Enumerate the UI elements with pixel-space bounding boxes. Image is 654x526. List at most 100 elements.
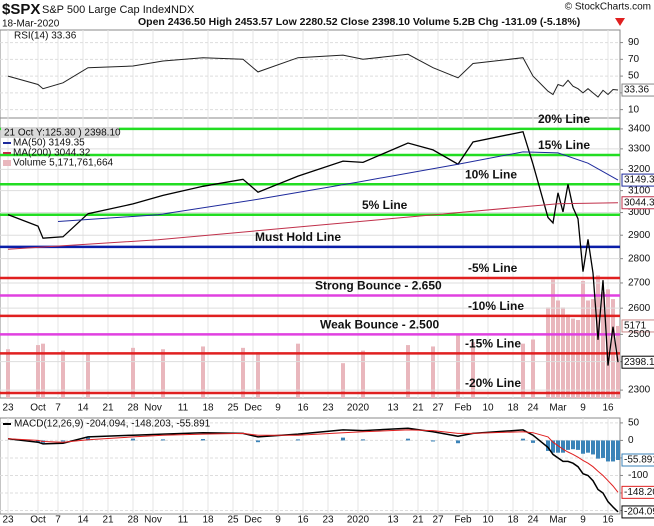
x-tick-label: 21 <box>412 403 424 414</box>
x-tick-label: Mar <box>549 515 567 526</box>
x-tick-label: 27 <box>432 403 444 414</box>
index-title: S&P 500 Large Cap Index <box>42 4 170 16</box>
y-tick-label: 3400 <box>628 124 651 135</box>
volume-bar <box>406 345 410 398</box>
x-tick-label: 9 <box>275 515 281 526</box>
last-value-label: -148.203 <box>624 487 654 498</box>
y-tick-label: 2600 <box>628 303 651 314</box>
volume-bar <box>431 346 435 398</box>
volume-bar <box>241 347 245 398</box>
macd-line <box>7 427 619 513</box>
x-tick-label: 21 <box>102 515 114 526</box>
level-label: 15% Line <box>538 138 590 152</box>
y-tick-label: 2500 <box>628 329 651 340</box>
last-value-label: -55.891 <box>624 455 654 466</box>
level-label: -5% Line <box>468 261 518 275</box>
x-tick-label: 13 <box>387 515 399 526</box>
volume-bar <box>6 349 10 398</box>
volume-bar <box>611 299 615 398</box>
x-tick-label: 10 <box>482 515 494 526</box>
level-label: 20% Line <box>538 112 590 126</box>
macd-histogram-bar <box>341 437 345 441</box>
rsi-title: RSI(14) 33.36 <box>14 31 77 42</box>
x-tick-label: 2020 <box>347 515 370 526</box>
volume-bar <box>341 363 345 398</box>
last-value-label: -204.094 <box>624 507 654 518</box>
last-value-box <box>621 173 654 187</box>
last-value-box <box>621 83 654 97</box>
x-tick-label: 9 <box>580 515 586 526</box>
level-label: -15% Line <box>465 337 521 351</box>
x-tick-label: 11 <box>178 515 189 526</box>
volume-bar <box>581 280 585 398</box>
y-tick-label: 3000 <box>628 207 651 218</box>
x-tick-label: 28 <box>127 515 139 526</box>
rsi-line <box>7 53 619 98</box>
last-value-box <box>621 355 654 369</box>
volume-bar <box>551 279 555 398</box>
x-tick-label: 7 <box>55 515 61 526</box>
volume-bar <box>456 335 460 398</box>
macd-histogram-bar <box>601 440 605 458</box>
volume-bar <box>556 300 560 398</box>
macd-histogram-bar <box>546 440 550 451</box>
x-tick-label: 7 <box>55 403 61 414</box>
volume-bar <box>86 352 90 398</box>
level-label: Strong Bounce - 2.650 <box>315 279 442 293</box>
x-tick-label: 14 <box>77 515 89 526</box>
x-tick-label: 9 <box>580 403 586 414</box>
volume-bar <box>591 299 595 398</box>
last-value-label: 3044.32 <box>624 197 654 208</box>
volume-bar <box>566 314 570 398</box>
x-tick-label: Nov <box>144 403 162 414</box>
y-tick-label: 3200 <box>628 164 651 175</box>
quote: Open 2436.50 High 2453.57 Low 2280.52 Cl… <box>138 16 580 28</box>
volume-bar <box>571 318 575 398</box>
volume-bar <box>131 347 135 398</box>
volume-bar <box>471 342 475 398</box>
annotation-bg <box>1 127 119 138</box>
x-tick-label: 2020 <box>347 403 370 414</box>
volume-bar <box>61 350 65 398</box>
x-tick-label: 23 <box>322 403 334 414</box>
date: 18-Mar-2020 <box>2 19 60 30</box>
volume-bar <box>521 343 525 398</box>
volume-bar <box>161 349 165 398</box>
x-tick-label: 18 <box>507 403 519 414</box>
macd-histogram-bar <box>61 440 65 442</box>
macd-histogram-bar <box>86 437 90 441</box>
y-tick-label: 50 <box>628 418 640 429</box>
last-value-label: 3149.35 <box>624 175 654 186</box>
x-tick-label: 21 <box>102 403 114 414</box>
macd-histogram-bar <box>611 440 615 462</box>
level-label: 10% Line <box>465 167 517 181</box>
y-tick-label: -100 <box>628 470 648 481</box>
x-tick-label: 27 <box>432 515 444 526</box>
x-tick-label: 23 <box>2 515 14 526</box>
last-value-box <box>621 505 654 519</box>
macd-panel <box>0 417 621 515</box>
x-tick-label: Feb <box>454 403 472 414</box>
x-tick-label: 18 <box>202 403 214 414</box>
x-tick-label: 24 <box>527 403 539 414</box>
x-tick-label: 21 <box>412 515 424 526</box>
macd-histogram-bar <box>551 440 555 453</box>
price-line <box>7 130 619 366</box>
y-tick-label: 0 <box>628 435 634 446</box>
legend-label: MA(50) 3149.35 <box>13 138 85 149</box>
annotation: 21 Oct Y:125.30 ) 2398.10 <box>4 128 121 139</box>
last-value-box <box>621 196 654 210</box>
x-tick-label: 28 <box>127 403 139 414</box>
volume-bar <box>531 339 535 398</box>
x-tick-label: 23 <box>2 403 14 414</box>
legend-swatch <box>3 160 11 166</box>
last-value-label: 33.36 <box>624 85 649 96</box>
macd-histogram-bar <box>521 438 525 441</box>
symbol: $SPX <box>2 1 40 18</box>
x-tick-label: 16 <box>602 403 614 414</box>
price-panel <box>0 117 621 399</box>
x-tick-label: 10 <box>482 403 494 414</box>
macd-histogram-bar <box>591 440 595 455</box>
legend-label: MA(200) 3044.32 <box>13 148 91 159</box>
ma-line <box>7 202 619 250</box>
